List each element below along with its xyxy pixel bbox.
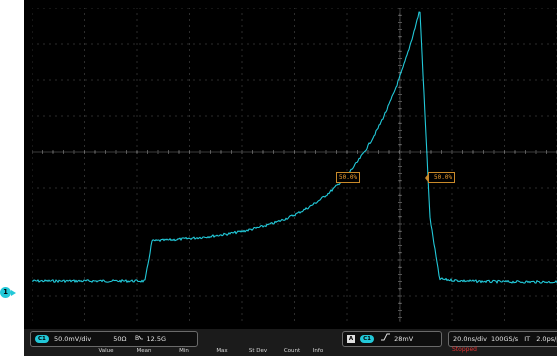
meas-col-mean: Mean: [136, 348, 152, 354]
channel-1-ground-marker[interactable]: 1: [0, 287, 11, 298]
record-resolution: 2.0ps/pt: [536, 335, 557, 343]
meas-col-source: [30, 347, 88, 356]
trigger-a-icon: A: [347, 335, 355, 343]
meas-col-value: Value: [98, 348, 114, 354]
acquisition-mode: IT: [524, 335, 531, 343]
acquisition-status: Stopped: [452, 346, 477, 353]
graticule-grid: [32, 8, 557, 322]
waveform-graticule: [32, 8, 557, 322]
rising-edge-icon: [381, 332, 391, 346]
trigger-level: 28mV: [394, 335, 414, 343]
input-impedance: 50Ω: [113, 335, 127, 343]
status-bar: C1 50.0mV/div 50Ω B 12.5G A C1 28mV 20.0…: [24, 329, 557, 356]
ground-arrow-icon: [11, 290, 16, 296]
svg-text:B: B: [135, 335, 139, 341]
bandwidth-limit-icon: B: [135, 335, 145, 343]
oscilloscope-display: 50.0% 50.0%: [24, 0, 557, 356]
sample-rate: 100GS/s: [491, 335, 519, 343]
horizontal-settings-badge[interactable]: 20.0ns/div 100GS/s IT 2.0ps/pt: [448, 331, 557, 347]
vertical-scale: 50.0mV/div: [53, 335, 92, 343]
trigger-source-badge: C1: [360, 335, 374, 343]
meas-col-stdev: St Dev: [248, 348, 268, 354]
waveform-plot[interactable]: 50.0% 50.0%: [32, 8, 557, 322]
channel-1-badge: C1: [35, 335, 49, 343]
channel-1-settings-badge[interactable]: C1 50.0mV/div 50Ω B 12.5G: [30, 331, 198, 347]
cursor-1-readout[interactable]: 50.0%: [336, 172, 361, 183]
meas-col-max: Max: [216, 348, 228, 354]
bandwidth-value: 12.5G: [146, 335, 167, 343]
horizontal-scale: 20.0ns/div: [453, 335, 487, 343]
cursor-2-readout[interactable]: 50.0%: [424, 172, 456, 183]
channel-1-trace: [32, 11, 557, 284]
meas-col-min: Min: [179, 348, 189, 354]
meas-col-info: Info: [312, 348, 324, 354]
measurement-table-header: Value Mean Min Max St Dev Count Info: [30, 347, 340, 356]
meas-col-count: Count: [283, 348, 301, 354]
trigger-settings-badge[interactable]: A C1 28mV: [342, 331, 442, 347]
